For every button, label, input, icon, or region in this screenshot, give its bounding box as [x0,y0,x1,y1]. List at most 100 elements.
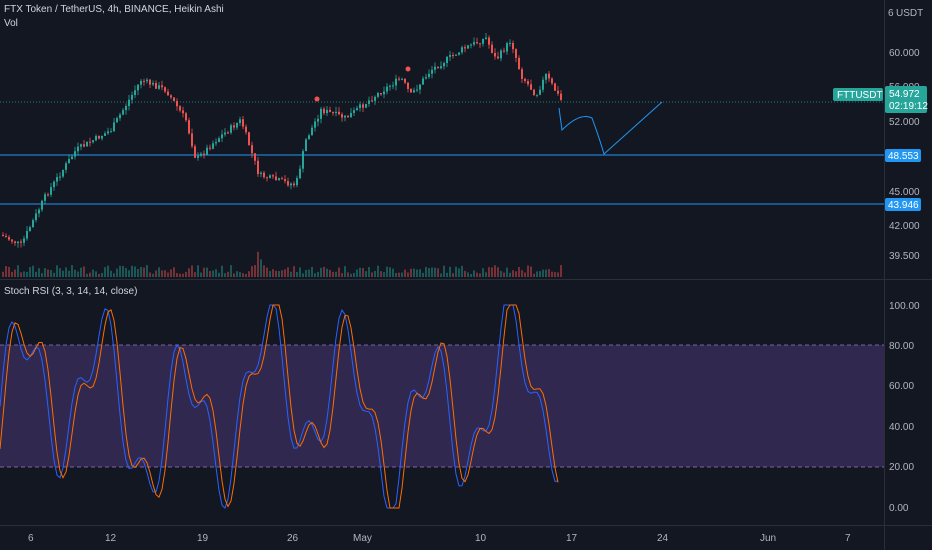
volume-bar [248,271,250,277]
volume-bar [494,265,496,277]
candle-body [530,84,532,90]
candle-body [32,220,34,228]
volume-bar [152,273,154,277]
volume-bar [275,270,277,277]
candle-body [470,44,472,46]
volume-bar [374,270,376,277]
candle-body [233,125,235,128]
candle-body [494,52,496,57]
candle-body [392,85,394,87]
volume-bar [521,270,523,277]
volume-bar [296,271,298,277]
candle-body [296,178,298,186]
volume-bar [389,267,391,277]
volume-bar [488,267,490,277]
volume-bar [353,272,355,277]
symbol-tag[interactable] [833,88,883,101]
volume-bar [527,265,529,277]
level-tag-2[interactable] [885,198,921,211]
candle-body [467,45,469,49]
candle-body [299,168,301,179]
volume-bar [68,270,70,277]
projection-path-drawing[interactable] [558,101,663,155]
candle-body [260,172,262,175]
time-label: 6 [28,533,34,544]
stoch-rsi-band [0,345,884,467]
candle-body [197,155,199,158]
rsi-tick: 40.00 [889,422,914,433]
candle-body [557,90,559,94]
volume-bar [200,272,202,277]
volume-bar [476,272,478,277]
candle-body [86,141,88,147]
candle-body [146,79,148,82]
volume-bar [395,272,397,277]
volume-bar [482,268,484,277]
candle-body [509,42,511,44]
volume-bar [86,273,88,277]
candle-body [185,113,187,121]
volume-bar [341,273,343,277]
candle-body [248,132,250,146]
candle-body [407,82,409,89]
candle-body [101,135,103,139]
volume-bar [161,270,163,277]
candle-body [455,54,457,56]
volume-bar [80,267,82,277]
level-tag-1[interactable] [885,149,921,162]
time-label: 26 [287,533,299,544]
volume-bar [146,265,148,277]
volume-bar [392,268,394,277]
candle-body [305,139,307,152]
candle-body [17,241,19,244]
volume-bar [437,268,439,277]
candle-body [386,86,388,92]
candle-body [383,91,385,95]
indicator-label[interactable]: Stoch RSI (3, 3, 14, 14, close) [4,286,138,297]
volume-bar [461,265,463,277]
time-label: 17 [566,533,578,544]
candle-body [374,96,376,101]
volume-bar [176,273,178,277]
volume-bar [491,267,493,277]
candle-body [191,133,193,147]
candle-body [326,109,328,114]
volume-bar [224,273,226,277]
candle-body [218,138,220,142]
volume-bar [83,266,85,277]
time-label: May [353,533,372,544]
candle-body [431,69,433,74]
volume-bar [185,271,187,277]
candle-body [29,227,31,232]
volume-bar [317,271,319,277]
volume-bar [407,272,409,277]
candle-body [425,77,427,79]
candle-body [83,144,85,147]
candle-body [332,111,334,114]
candle-body [428,73,430,78]
volume-bar [281,270,283,277]
candle-body [266,177,268,179]
candle-body [71,156,73,160]
volume-bar [221,265,223,277]
volume-bar [110,270,112,277]
candle-body [23,238,25,243]
symbol-title[interactable]: FTX Token / TetherUS, 4h, BINANCE, Heiki… [4,4,224,15]
candle-body [47,194,49,196]
volume-bar [35,271,37,277]
volume-bar [359,267,361,277]
price-tag[interactable] [885,86,927,113]
volume-bar [92,269,94,277]
volume-label[interactable]: Vol [4,18,18,29]
volume-bar [401,272,403,277]
time-label: Jun [760,533,776,544]
volume-bar [554,272,556,277]
volume-bar [338,267,340,277]
candle-body [284,179,286,182]
time-label: 10 [475,533,487,544]
volume-bar [383,272,385,277]
volume-bar [65,267,67,277]
volume-bar [236,271,238,277]
volume-bar [533,273,535,277]
